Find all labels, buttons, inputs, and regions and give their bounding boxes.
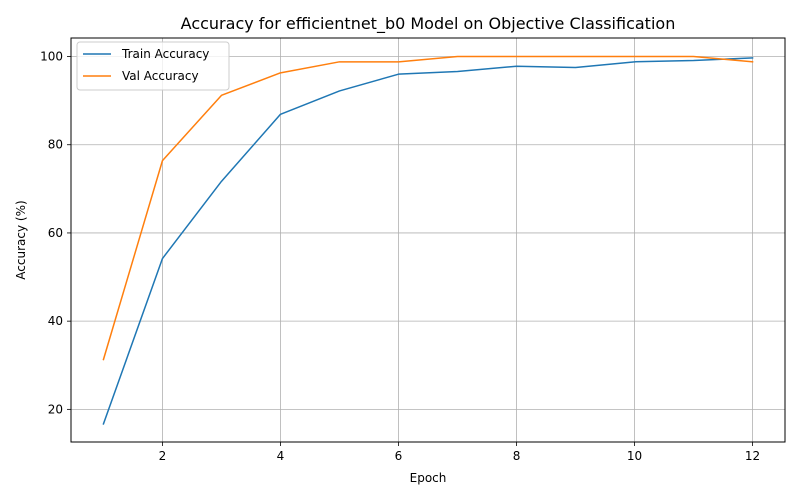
x-tick-label: 4 [277,449,285,463]
y-tick-label: 20 [48,402,63,416]
x-tick-label: 12 [745,449,760,463]
x-tick-label: 8 [513,449,521,463]
x-tick-label: 2 [159,449,167,463]
series-line-train-accuracy [103,58,752,424]
y-tick-label: 60 [48,226,63,240]
legend-label: Val Accuracy [122,69,199,83]
grid-lines [71,38,785,442]
series-lines [103,56,752,424]
plot-area-frame [71,38,785,442]
chart-title: Accuracy for efficientnet_b0 Model on Ob… [181,14,676,34]
x-tick-label: 10 [627,449,642,463]
y-axis-label: Accuracy (%) [14,200,28,279]
y-tick-label: 100 [40,50,63,64]
chart-legend: Train Accuracy Val Accuracy [77,42,229,90]
y-tick-label: 40 [48,314,63,328]
y-tick-label: 80 [48,138,63,152]
x-tick-label: 6 [395,449,403,463]
x-axis-label: Epoch [410,471,447,485]
axis-ticks: 2 4 6 8 10 12 20 40 60 80 100 [40,50,760,463]
legend-label: Train Accuracy [121,47,209,61]
